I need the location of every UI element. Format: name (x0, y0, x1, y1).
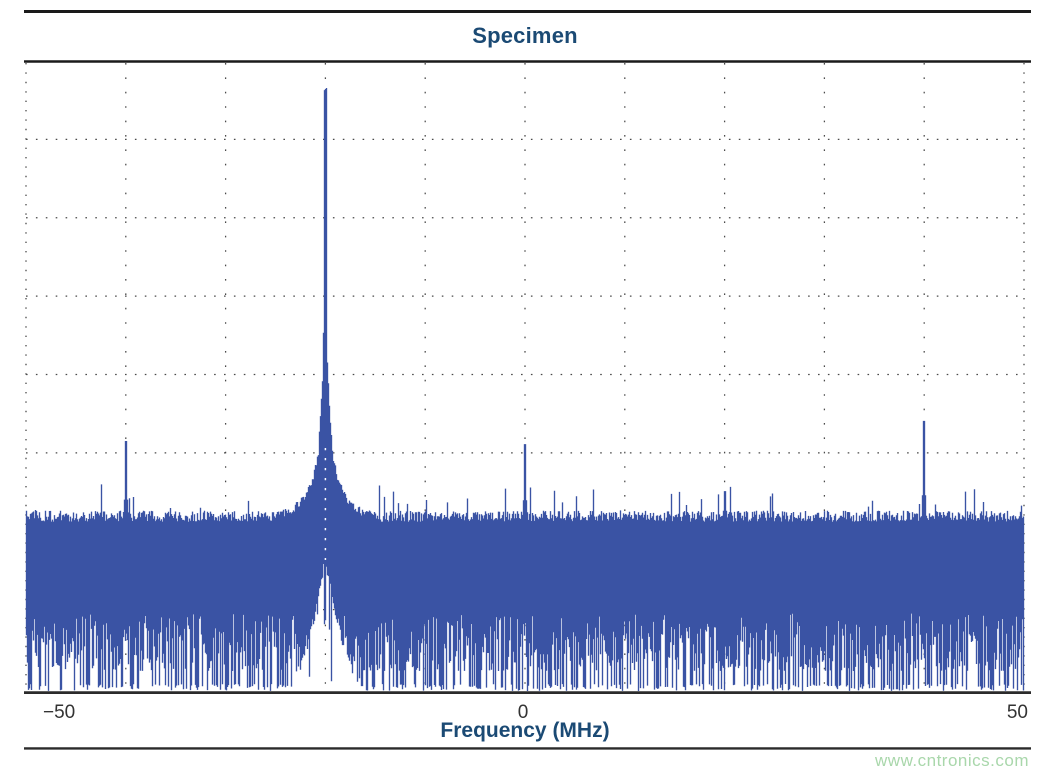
x-tick-label-minus50: −50 (43, 702, 76, 723)
x-tick-label-plus50: 50 (1006, 702, 1028, 723)
x-axis-label: Frequency (MHz) (440, 719, 610, 742)
watermark-text: www.cntronics.com (875, 751, 1029, 770)
x-tick-label-zero: 0 (517, 702, 529, 723)
spectrum-trace (25, 88, 1025, 691)
plot-title: Specimen (472, 23, 578, 48)
